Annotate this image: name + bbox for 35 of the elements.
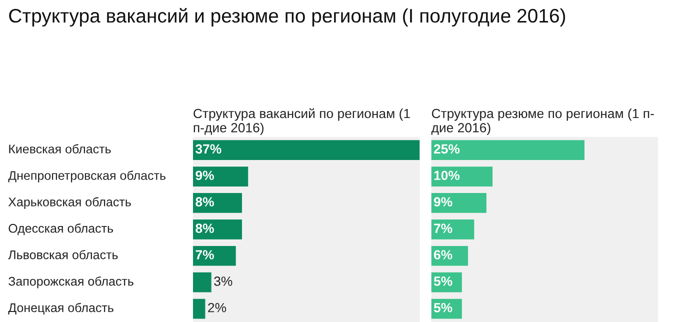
bar: [192, 246, 236, 266]
data-label: 7%: [196, 250, 214, 260]
bar: [431, 140, 584, 160]
data-label: 8%: [196, 197, 214, 207]
data-label: 8%: [196, 224, 214, 233]
bar: [192, 193, 242, 213]
chart-title: Структура вакансий и резюме по регионам (I полугодие 2016): [9, 8, 566, 27]
data-label: 9%: [196, 170, 214, 180]
chart-subtitle: Структура резюме по регионам (1 п- дие 2016): [431, 108, 654, 135]
bar: [192, 166, 248, 186]
bar: [192, 140, 420, 160]
y-tick-label: Донецкая область: [8, 302, 114, 314]
data-label: 25%: [434, 144, 460, 154]
data-label: 6%: [434, 250, 452, 260]
chart-subtitle: Структура вакансий по регионам (1 п-дие 2016): [194, 108, 410, 135]
data-label: 7%: [434, 224, 452, 233]
bar: [431, 166, 493, 186]
bar: [431, 193, 486, 213]
bar: [431, 220, 474, 240]
data-label: 10%: [434, 170, 460, 180]
bar: [192, 220, 242, 240]
bar: [192, 298, 206, 319]
bar: [192, 272, 212, 292]
y-tick-label: Запорожская область: [8, 276, 134, 288]
data-label: 3%: [214, 276, 232, 286]
y-tick-label: Днепропетровская область: [8, 170, 166, 182]
data-label: 5%: [434, 276, 452, 286]
data-label: 37%: [196, 144, 222, 154]
y-tick-label: Киевская область: [9, 144, 111, 154]
data-label: 2%: [208, 302, 226, 312]
y-tick-label: Одесская область: [8, 223, 114, 236]
data-label: 5%: [434, 303, 452, 312]
y-tick-label: Харьковская область: [8, 197, 131, 209]
data-label: 9%: [434, 197, 452, 207]
y-tick-label: Львовская область: [8, 250, 118, 260]
